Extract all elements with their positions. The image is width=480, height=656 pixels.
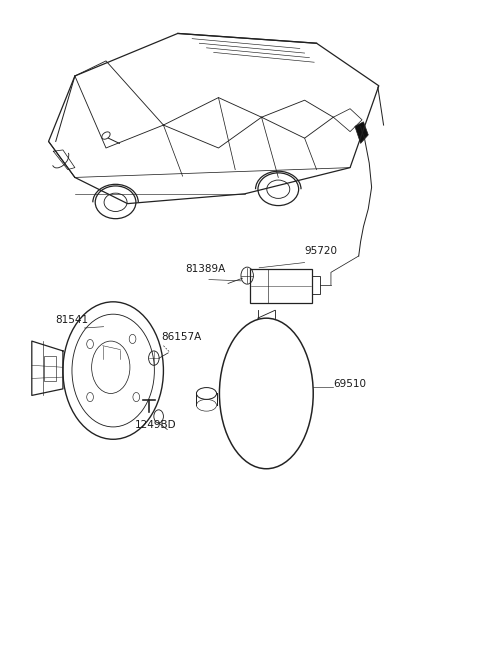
Text: 95720: 95720 [305, 246, 337, 256]
Text: 81541: 81541 [56, 315, 89, 325]
Polygon shape [355, 122, 368, 144]
Text: 69510: 69510 [333, 379, 366, 388]
Text: 81389A: 81389A [185, 264, 225, 274]
Text: 86157A: 86157A [161, 333, 201, 342]
Text: 1249BD: 1249BD [135, 420, 176, 430]
Bar [250, 269, 312, 303]
Bar [312, 276, 321, 294]
Bar [44, 356, 56, 381]
